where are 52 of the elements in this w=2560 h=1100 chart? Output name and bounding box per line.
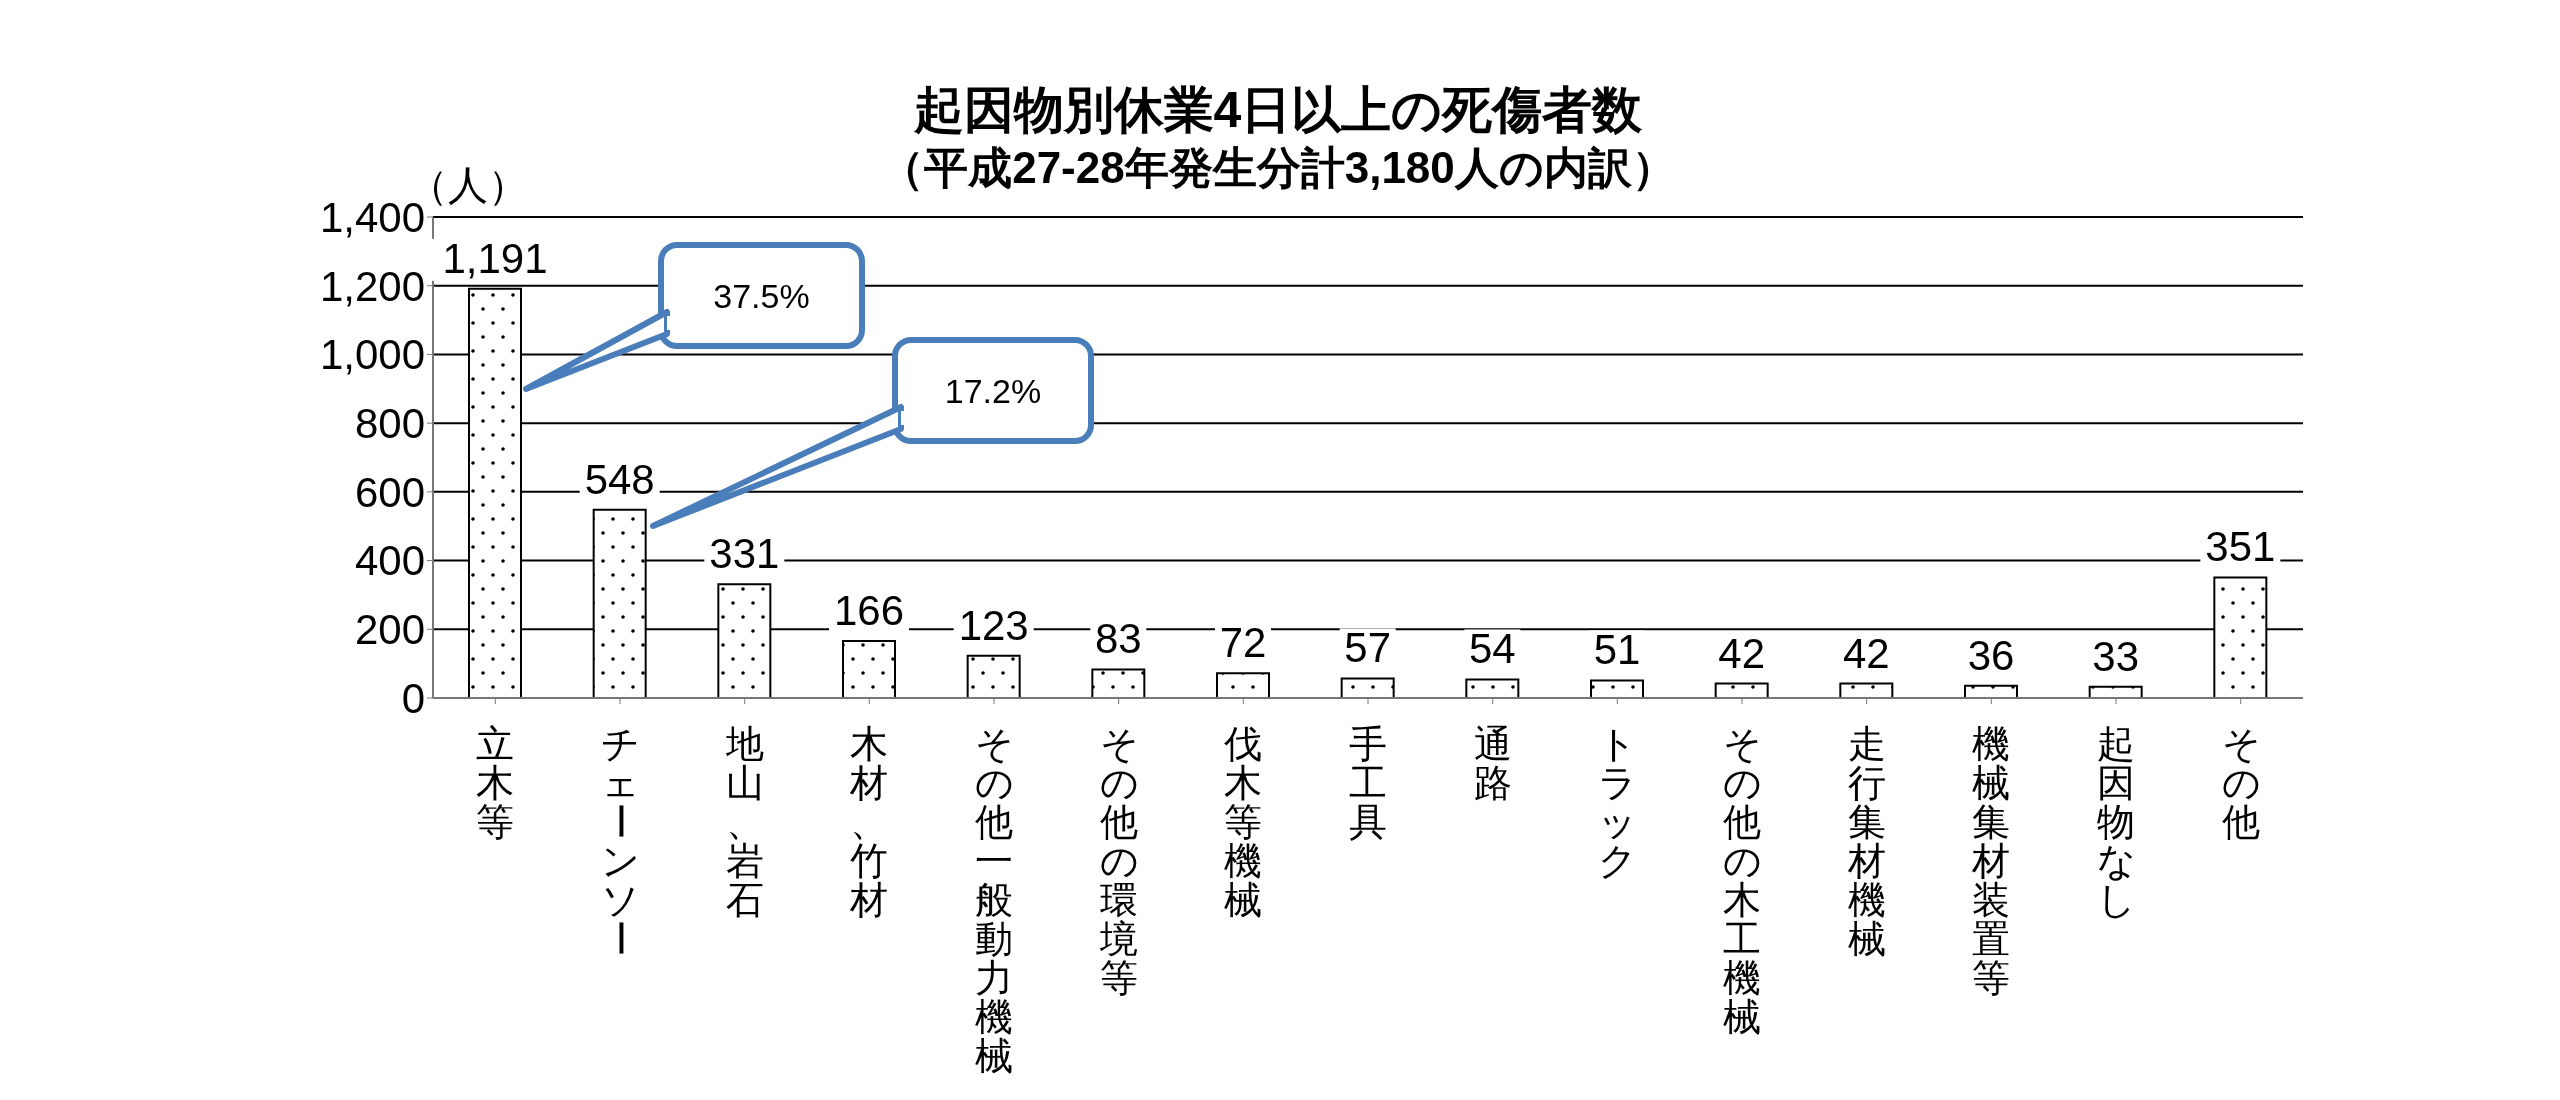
x-tick-label: 起因物なし bbox=[2097, 723, 2136, 922]
bar bbox=[1216, 672, 1270, 698]
data-label: 331 bbox=[709, 530, 780, 578]
bar bbox=[1340, 677, 1395, 698]
x-tick-label: トラック bbox=[1598, 723, 1638, 883]
y-tick-label: 0 bbox=[401, 674, 425, 722]
y-tick-label: 1,000 bbox=[319, 331, 425, 379]
data-label: 72 bbox=[1219, 619, 1267, 667]
x-tick-label: 通路 bbox=[1473, 723, 1512, 805]
x-tick-label: 手工具 bbox=[1349, 723, 1387, 844]
x-tick-label: 機械集材装置等 bbox=[1971, 723, 2011, 1000]
y-tick-label: 200 bbox=[354, 606, 425, 654]
bar bbox=[2088, 685, 2143, 698]
y-tick-label: 1,200 bbox=[319, 262, 425, 310]
x-tick-label: 立木等 bbox=[476, 723, 515, 844]
data-label: 33 bbox=[2092, 632, 2140, 680]
data-label: 83 bbox=[1094, 615, 1142, 663]
bar bbox=[1964, 684, 2018, 698]
x-tick-label: その他の環境等 bbox=[1098, 723, 1139, 1000]
data-label: 166 bbox=[833, 586, 905, 634]
bar bbox=[966, 654, 1021, 698]
data-label: 548 bbox=[584, 455, 655, 503]
annotation: 17.2% bbox=[944, 371, 1042, 410]
data-label: 36 bbox=[1967, 631, 2015, 679]
x-tick-label: チェーンソー bbox=[598, 723, 641, 957]
data-label: 54 bbox=[1468, 625, 1516, 673]
bar bbox=[1839, 682, 1894, 698]
data-label: 351 bbox=[2205, 523, 2276, 571]
data-label: 42 bbox=[1718, 629, 1766, 677]
data-label: 123 bbox=[958, 601, 1029, 649]
data-label: 42 bbox=[1842, 629, 1890, 677]
data-label: 1,191 bbox=[442, 234, 548, 282]
y-tick-label: 800 bbox=[354, 400, 425, 448]
data-label: 57 bbox=[1344, 624, 1392, 672]
x-tick-label: その他 bbox=[2221, 723, 2261, 844]
x-tick-label: 伐木等機械 bbox=[1224, 723, 1263, 922]
bar bbox=[1714, 682, 1769, 698]
bar bbox=[1590, 679, 1644, 698]
x-tick-label: 地山、岩石 bbox=[724, 723, 764, 922]
data-label: 51 bbox=[1593, 626, 1641, 674]
bar bbox=[842, 639, 896, 698]
chart-subtitle: （平成27-28年発生分計3,180人の内訳） bbox=[880, 143, 1676, 192]
annotation: 37.5% bbox=[713, 276, 810, 315]
y-tick-label: 400 bbox=[354, 537, 425, 585]
x-tick-label: その他の木工機械 bbox=[1723, 723, 1762, 1039]
bar bbox=[1465, 678, 1520, 698]
category-label: その他一般動力機械 bbox=[975, 723, 1014, 1078]
chart-title: 起因物別休業4日以上の死傷者数 bbox=[912, 81, 1644, 140]
y-tick-label: 600 bbox=[354, 468, 425, 516]
bar bbox=[1091, 668, 1146, 698]
x-tick-label: 木材、竹材 bbox=[849, 723, 889, 922]
x-tick-label: 走行集材機械 bbox=[1846, 723, 1886, 961]
